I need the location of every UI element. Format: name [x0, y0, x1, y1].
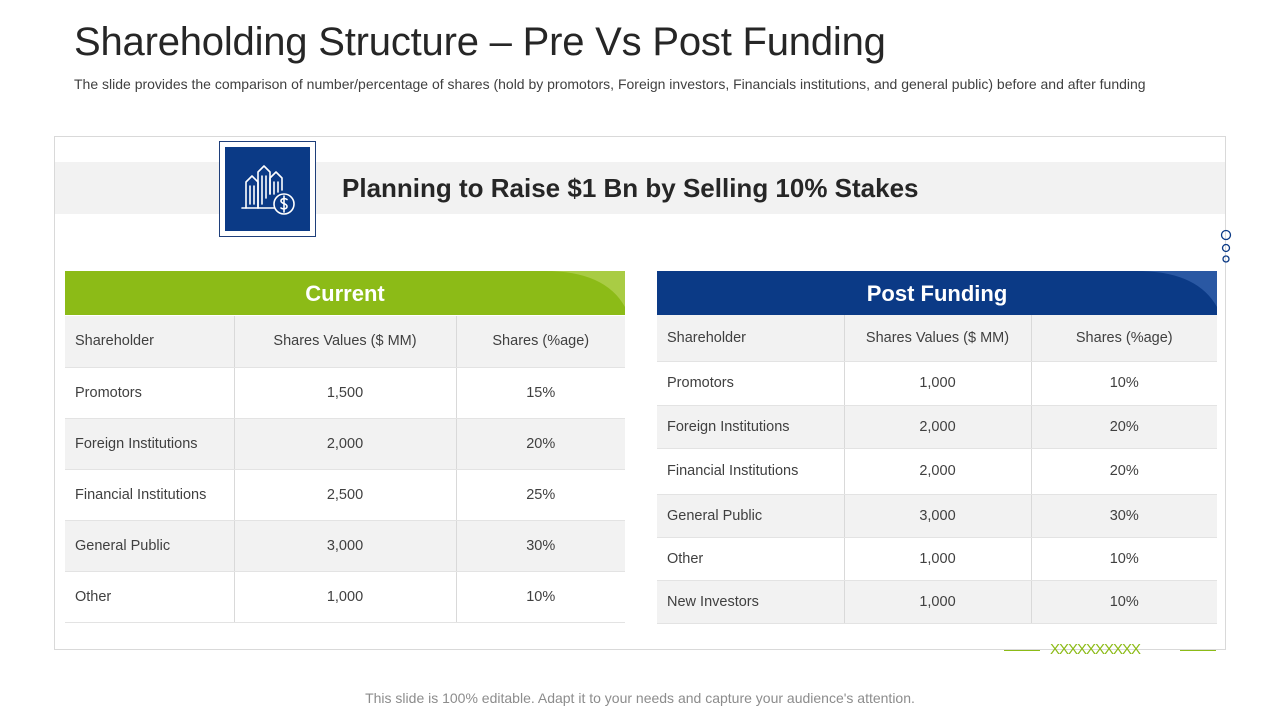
value-cell: 3,000 — [844, 494, 1032, 538]
table-row: Financial Institutions 2,500 25% — [65, 469, 625, 521]
slide-subtitle: The slide provides the comparison of num… — [74, 76, 1146, 92]
shareholder-cell: Promotors — [65, 367, 235, 419]
shareholder-cell: Financial Institutions — [65, 469, 235, 521]
value-cell: 1,000 — [844, 537, 1032, 581]
buildings-dollar-icon — [225, 147, 310, 231]
table-row: New Investors 1,000 10% — [657, 580, 1217, 624]
shareholder-cell: Foreign Institutions — [65, 418, 235, 470]
header-curve-icon — [1137, 271, 1217, 307]
shareholder-cell: Promotors — [657, 361, 845, 406]
value-cell: 1,000 — [844, 580, 1032, 624]
header-curve-icon — [545, 271, 625, 307]
table-row: Promotors 1,500 15% — [65, 367, 625, 419]
percent-cell: 30% — [1031, 494, 1217, 538]
decoration-marks: XXXXXXXXXX — [1050, 641, 1141, 658]
column-header: Shareholder — [657, 315, 845, 362]
shareholder-cell: Other — [65, 571, 235, 623]
table-row: Financial Institutions 2,000 20% — [657, 448, 1217, 495]
column-header: Shares (%age) — [456, 316, 625, 368]
value-cell: 2,500 — [234, 469, 457, 521]
value-cell: 1,500 — [234, 367, 457, 419]
footer-note: This slide is 100% editable. Adapt it to… — [365, 690, 915, 706]
percent-cell: 25% — [456, 469, 625, 521]
current-table-panel: Current Shareholder Shares Values ($ MM)… — [65, 271, 625, 623]
shareholder-cell: Financial Institutions — [657, 448, 845, 495]
shareholder-cell: Other — [657, 537, 845, 581]
percent-cell: 15% — [456, 367, 625, 419]
table-row: Foreign Institutions 2,000 20% — [657, 405, 1217, 449]
value-cell: 2,000 — [844, 405, 1032, 449]
post-header: Post Funding — [657, 271, 1217, 315]
percent-cell: 10% — [456, 571, 625, 623]
decoration-line-left — [1004, 650, 1040, 651]
post-table-panel: Post Funding Shareholder Shares Values (… — [657, 271, 1217, 624]
slide-title: Shareholding Structure – Pre Vs Post Fun… — [74, 20, 886, 64]
decoration-line-right — [1180, 650, 1216, 651]
table-row: Other 1,000 10% — [65, 571, 625, 623]
shareholder-cell: New Investors — [657, 580, 845, 624]
current-header: Current — [65, 271, 625, 315]
current-table: Shareholder Shares Values ($ MM) Shares … — [65, 316, 625, 623]
column-header: Shareholder — [65, 316, 235, 368]
percent-cell: 10% — [1031, 537, 1217, 581]
icon-frame — [219, 141, 316, 237]
value-cell: 1,000 — [234, 571, 457, 623]
shareholder-cell: General Public — [657, 494, 845, 538]
column-header: Shares (%age) — [1031, 315, 1217, 362]
value-cell: 1,000 — [844, 361, 1032, 406]
pagination-dots-icon — [1220, 229, 1232, 263]
table-header-row: Shareholder Shares Values ($ MM) Shares … — [657, 315, 1217, 362]
post-heading: Post Funding — [866, 281, 1008, 306]
table-row: Foreign Institutions 2,000 20% — [65, 418, 625, 470]
percent-cell: 10% — [1031, 580, 1217, 624]
post-table: Shareholder Shares Values ($ MM) Shares … — [657, 315, 1217, 624]
table-row: Other 1,000 10% — [657, 537, 1217, 581]
percent-cell: 10% — [1031, 361, 1217, 406]
table-header-row: Shareholder Shares Values ($ MM) Shares … — [65, 316, 625, 368]
shareholder-cell: General Public — [65, 520, 235, 572]
table-row: General Public 3,000 30% — [657, 494, 1217, 538]
current-heading: Current — [305, 281, 385, 306]
value-cell: 2,000 — [844, 448, 1032, 495]
table-row: General Public 3,000 30% — [65, 520, 625, 572]
shareholder-cell: Foreign Institutions — [657, 405, 845, 449]
column-header: Shares Values ($ MM) — [234, 316, 457, 368]
value-cell: 3,000 — [234, 520, 457, 572]
percent-cell: 30% — [456, 520, 625, 572]
value-cell: 2,000 — [234, 418, 457, 470]
percent-cell: 20% — [456, 418, 625, 470]
percent-cell: 20% — [1031, 448, 1217, 495]
banner-heading: Planning to Raise $1 Bn by Selling 10% S… — [342, 173, 919, 203]
percent-cell: 20% — [1031, 405, 1217, 449]
table-row: Promotors 1,000 10% — [657, 361, 1217, 406]
column-header: Shares Values ($ MM) — [844, 315, 1032, 362]
